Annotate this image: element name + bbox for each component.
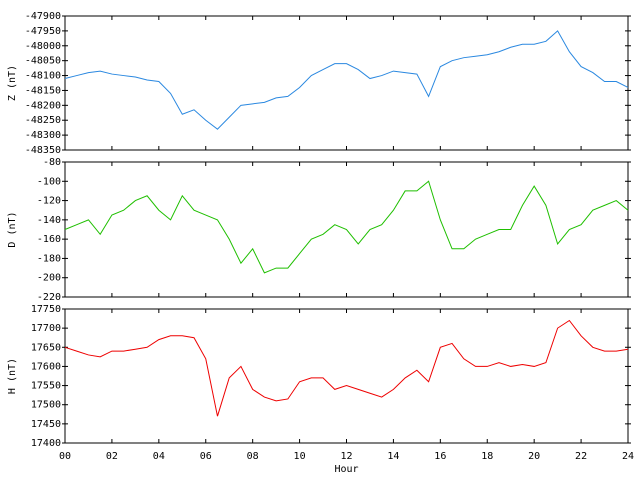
y-tick-label: 17750 [31,304,61,315]
y-tick-label: 17650 [31,342,61,353]
y-tick-label: -100 [37,176,61,187]
y-tick-label: -120 [37,196,61,207]
y-tick-label: 17400 [31,438,61,449]
y-tick-label: -48100 [25,71,61,82]
y-tick-label: 17700 [31,323,61,334]
y-tick-label: 17550 [31,381,61,392]
x-tick-label: 20 [528,451,540,462]
y-tick-label: -48200 [25,100,61,111]
x-tick-label: 22 [575,451,587,462]
plot-frame [64,308,629,444]
y-tick-label: -160 [37,234,61,245]
y-tick-label: -47900 [25,11,61,22]
y-tick-label: -48050 [25,56,61,67]
x-axis-label: Hour [334,464,358,475]
y-tick-label: -140 [37,215,61,226]
x-tick-label: 06 [200,451,212,462]
y-axis-label: Z (nT) [7,65,18,101]
y-tick-label: 17500 [31,400,61,411]
x-tick-label: 04 [153,451,165,462]
x-tick-label: 16 [434,451,446,462]
x-tick-label: 14 [387,451,399,462]
y-tick-label: -48000 [25,41,61,52]
y-axis-label: D (nT) [7,211,18,247]
x-tick-label: 18 [481,451,493,462]
y-tick-label: -47950 [25,26,61,37]
data-line [64,319,629,417]
y-tick-label: -48150 [25,85,61,96]
x-tick-label: 08 [247,451,259,462]
y-axis-label: H (nT) [7,358,18,394]
y-tick-label: -180 [37,253,61,264]
y-tick-label: -220 [37,292,61,303]
y-tick-label: -48350 [25,145,61,156]
y-tick-label: 17450 [31,419,61,430]
data-line [64,180,629,274]
x-tick-label: 02 [106,451,118,462]
y-tick-label: -48300 [25,130,61,141]
plot-frame [64,15,629,151]
x-tick-label: 10 [294,451,306,462]
y-tick-label: -80 [43,157,61,168]
x-tick-label: 12 [340,451,352,462]
x-tick-label: 24 [622,451,634,462]
data-line [64,30,629,130]
x-tick-label: 00 [59,451,71,462]
y-tick-label: -200 [37,273,61,284]
y-tick-label: -48250 [25,115,61,126]
y-tick-label: 17600 [31,361,61,372]
